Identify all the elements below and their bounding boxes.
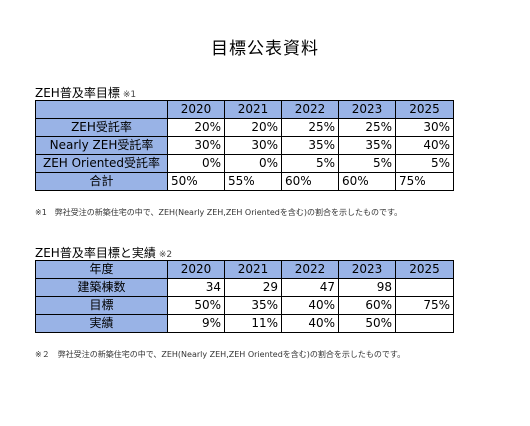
table-row: 建築棟数 34 29 47 98 (35, 278, 454, 297)
table-cell: 20% (224, 118, 282, 137)
table1-year-header: 2022 (281, 100, 339, 119)
table-cell: 35% (224, 296, 282, 315)
table-cell: 35% (338, 136, 396, 155)
table1-heading: ZEH普及率目標 ※1 (35, 84, 136, 101)
table1-note-mark: ※1 (122, 90, 137, 100)
table-cell: 25% (281, 118, 339, 137)
table-row: 目標 50% 35% 40% 60% 75% (35, 296, 454, 315)
table1-header-row: 2020 2021 2022 2023 2025 (35, 100, 454, 119)
table-cell: 5% (281, 154, 339, 173)
zeh-target-table: 2020 2021 2022 2023 2025 ZEH受託率 20% 20% … (35, 100, 454, 191)
table1-heading-text: ZEH普及率目標 (35, 86, 120, 100)
table-cell: 47 (281, 278, 339, 297)
table-cell: 0% (224, 154, 282, 173)
row-label: 実績 (35, 314, 168, 333)
table2-year-header: 2020 (167, 260, 225, 279)
table-cell (395, 314, 454, 333)
table2-corner-label: 年度 (35, 260, 168, 279)
table-cell: 35% (281, 136, 339, 155)
table1-footnote: ※1 弊社受注の新築住宅の中で、ZEH(Nearly ZEH,ZEH Orien… (35, 208, 403, 217)
table-cell: 0% (167, 154, 225, 173)
table-cell: 60% (338, 296, 396, 315)
table-cell: 98 (338, 278, 396, 297)
table-total-row: 合計 50% 55% 60% 60% 75% (35, 172, 454, 191)
table1-year-header: 2025 (395, 100, 454, 119)
table-cell: 60% (338, 172, 396, 191)
table-cell: 40% (281, 314, 339, 333)
table2-heading-text: ZEH普及率目標と実績 (35, 246, 156, 260)
table-row: ZEH Oriented受託率 0% 0% 5% 5% 5% (35, 154, 454, 173)
table-cell: 50% (338, 314, 396, 333)
table-row: Nearly ZEH受託率 30% 30% 35% 35% 40% (35, 136, 454, 155)
row-label: 目標 (35, 296, 168, 315)
table2-year-header: 2021 (224, 260, 282, 279)
row-label: Nearly ZEH受託率 (35, 136, 168, 155)
table-cell: 55% (224, 172, 282, 191)
table2-heading: ZEH普及率目標と実績 ※2 (35, 244, 172, 261)
table-cell: 5% (395, 154, 454, 173)
table-cell: 30% (224, 136, 282, 155)
table2-note-mark: ※2 (158, 250, 173, 260)
table-cell: 30% (167, 136, 225, 155)
table-cell: 75% (395, 172, 454, 191)
table1-year-header: 2021 (224, 100, 282, 119)
table-cell: 50% (167, 296, 225, 315)
table-cell: 25% (338, 118, 396, 137)
table-cell: 75% (395, 296, 454, 315)
table-cell: 9% (167, 314, 225, 333)
row-label: ZEH受託率 (35, 118, 168, 137)
table2-year-header: 2022 (281, 260, 339, 279)
table2-footnote: ※２ 弊社受注の新築住宅の中で、ZEH(Nearly ZEH,ZEH Orien… (35, 350, 406, 359)
table-cell: 29 (224, 278, 282, 297)
table-cell: 50% (167, 172, 225, 191)
table2-year-header: 2023 (338, 260, 396, 279)
table-cell (395, 278, 454, 297)
table-cell: 5% (338, 154, 396, 173)
table-row: 実績 9% 11% 40% 50% (35, 314, 454, 333)
row-label: 建築棟数 (35, 278, 168, 297)
table-cell: 40% (395, 136, 454, 155)
zeh-target-actual-table: 年度 2020 2021 2022 2023 2025 建築棟数 34 29 4… (35, 260, 454, 333)
row-label: ZEH Oriented受託率 (35, 154, 168, 173)
table2-header-row: 年度 2020 2021 2022 2023 2025 (35, 260, 454, 279)
table-cell: 11% (224, 314, 282, 333)
table-cell: 34 (167, 278, 225, 297)
table1-year-header: 2023 (338, 100, 396, 119)
row-label: 合計 (35, 172, 168, 191)
table-cell: 30% (395, 118, 454, 137)
table1-corner-cell (35, 100, 168, 119)
table2-year-header: 2025 (395, 260, 454, 279)
table-cell: 60% (281, 172, 339, 191)
table-cell: 40% (281, 296, 339, 315)
table-row: ZEH受託率 20% 20% 25% 25% 30% (35, 118, 454, 137)
page-title: 目標公表資料 (211, 39, 319, 59)
table-cell: 20% (167, 118, 225, 137)
table1-year-header: 2020 (167, 100, 225, 119)
